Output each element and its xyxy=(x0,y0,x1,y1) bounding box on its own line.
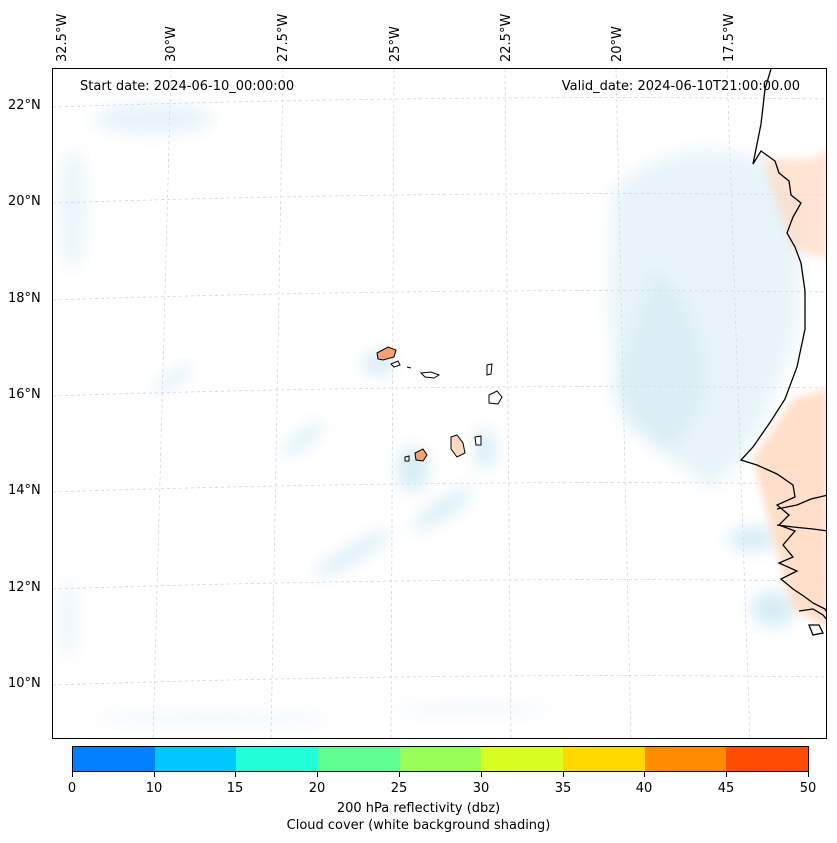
lon-label-25w: 25°W xyxy=(388,26,403,62)
gridline-lon-25w xyxy=(390,69,395,738)
cloud-patch-nw xyxy=(93,104,213,134)
colorbar-tick-30 xyxy=(481,772,482,777)
colorbar-tick-10 xyxy=(154,772,155,777)
lat-label-20n: 20°N xyxy=(8,194,41,209)
cloud-streak-2 xyxy=(313,530,393,578)
gridline-lon-17-5w xyxy=(726,69,751,738)
map-canvas xyxy=(53,69,826,738)
lat-label-16n: 16°N xyxy=(8,387,41,402)
island-maio xyxy=(474,435,482,446)
cloud-strip-bottom xyxy=(93,714,333,724)
colorbar-tick-40 xyxy=(644,772,645,777)
lon-label-22-5w: 22.5°W xyxy=(499,13,514,62)
gridline-lat-20n xyxy=(53,193,826,204)
colorbar-label: 200 hPa reflectivity (dbz) xyxy=(336,801,501,816)
colorbar-tick-45 xyxy=(726,772,727,777)
lat-label-18n: 18°N xyxy=(8,291,41,306)
warm-south xyxy=(753,389,826,628)
start-date-label: Start date: 2024-06-10_00:00:00 xyxy=(80,79,295,94)
cloud-streak-1 xyxy=(413,487,473,531)
coastline-islands-bijagos xyxy=(798,608,826,636)
cloud-streak-3 xyxy=(283,422,323,456)
valid-date-label: Valid_date: 2024-06-10T21:00:00.00 xyxy=(561,79,800,94)
colorbar-sublabel: Cloud cover (white background shading) xyxy=(286,818,551,833)
colorbar-ticklabel-20: 20 xyxy=(308,781,326,796)
colorbar-segment-45-50 xyxy=(726,747,809,771)
colorbar-segment-25-30 xyxy=(399,747,482,771)
colorbar-ticklabel-10: 10 xyxy=(145,781,163,796)
colorbar-tick-50 xyxy=(808,772,809,777)
cloud-strip-bottom-2 xyxy=(393,704,553,714)
lon-label-17-5w: 17.5°W xyxy=(722,13,737,62)
map-panel[interactable]: Start date: 2024-06-10_00:00:00 Valid_da… xyxy=(52,68,827,739)
gridline-lat-18n xyxy=(53,290,826,301)
gridline-lat-12n xyxy=(53,579,826,590)
cloud-patch-left-2 xyxy=(60,579,76,659)
gridline-lon-27-5w xyxy=(270,69,284,738)
island-boa-vista xyxy=(488,390,503,405)
gridline-lon-22-5w xyxy=(504,69,512,738)
colorbar-tick-15 xyxy=(235,772,236,777)
colorbar-segment-20-25 xyxy=(318,747,400,771)
cloud-patch-s xyxy=(751,591,795,627)
colorbar-segment-10-15 xyxy=(154,747,237,771)
colorbar-tick-25 xyxy=(399,772,400,777)
island-brava xyxy=(404,455,410,462)
colorbar-segment-30-35 xyxy=(481,747,564,771)
colorbar-segment-15-20 xyxy=(236,747,319,771)
cloud-patch-fogo xyxy=(475,429,495,469)
colorbar-ticklabel-45: 45 xyxy=(717,781,735,796)
island-santiago xyxy=(450,434,466,458)
gridline-lat-16n xyxy=(53,386,826,397)
island-sal xyxy=(486,363,493,376)
colorbar-ticklabel-40: 40 xyxy=(635,781,653,796)
island-sao-nicolau xyxy=(419,371,441,379)
colorbar-segment-40-45 xyxy=(644,747,727,771)
coastline-guinea-bissau xyxy=(776,524,826,532)
colorbar-ticklabel-25: 25 xyxy=(390,781,408,796)
lat-label-10n: 10°N xyxy=(8,676,41,691)
gridline-lat-22n xyxy=(53,97,826,108)
cloud-band-core xyxy=(613,269,706,449)
gridline-lon-20w xyxy=(615,69,632,738)
gridline-lat-10n xyxy=(53,675,826,686)
island-sao-vicente xyxy=(390,360,401,368)
island-santo-antao xyxy=(376,346,397,361)
colorbar-tick-35 xyxy=(563,772,564,777)
lon-label-30w: 30°W xyxy=(164,26,179,62)
warm-north xyxy=(763,150,826,259)
colorbar-ticklabel-35: 35 xyxy=(554,781,572,796)
lon-label-20w: 20°W xyxy=(610,26,625,62)
coastline-africa xyxy=(739,69,826,613)
warm-shading xyxy=(753,150,826,628)
cloud-patch-se xyxy=(728,527,778,551)
colorbar xyxy=(72,746,809,772)
lat-label-22n: 22°N xyxy=(8,98,41,113)
lon-label-27-5w: 27.5°W xyxy=(276,13,291,62)
colorbar-tick-20 xyxy=(317,772,318,777)
colorbar-tick-0 xyxy=(72,772,73,777)
island-santa-luzia xyxy=(406,366,412,369)
cloud-shading xyxy=(59,104,803,724)
cape-verde-islands xyxy=(376,346,503,462)
lat-label-14n: 14°N xyxy=(8,483,41,498)
cloud-streak-4 xyxy=(154,365,192,393)
lon-label-32-5w: 32.5°W xyxy=(55,13,70,62)
colorbar-segment-35-40 xyxy=(563,747,645,771)
lat-label-12n: 12°N xyxy=(8,580,41,595)
gridline-lat-14n xyxy=(53,482,826,493)
gridlines xyxy=(53,69,826,738)
island-fogo xyxy=(414,448,428,462)
gridline-lon-30w xyxy=(152,69,172,738)
colorbar-segment-0-10 xyxy=(73,747,155,771)
coastline-gambia xyxy=(776,494,826,510)
coastline xyxy=(739,69,826,636)
colorbar-ticklabel-30: 30 xyxy=(472,781,490,796)
cloud-patch-left xyxy=(59,149,87,269)
colorbar-ticklabel-50: 50 xyxy=(799,781,817,796)
colorbar-ticklabel-15: 15 xyxy=(226,781,244,796)
colorbar-ticklabel-0: 0 xyxy=(67,781,77,796)
